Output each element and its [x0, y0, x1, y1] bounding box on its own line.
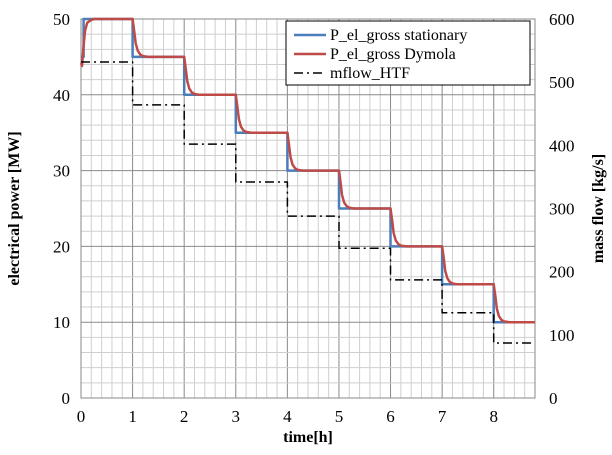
legend-label-stationary: P_el_gross stationary — [330, 27, 467, 44]
y2-axis-title: mass flow [kg/s] — [590, 154, 607, 263]
y2-tick-label: 100 — [549, 326, 575, 345]
y-tick-label: 30 — [53, 162, 70, 181]
x-tick-label: 1 — [128, 407, 137, 426]
legend: P_el_gross stationary P_el_gross Dymola … — [286, 21, 530, 85]
x-tick-label: 2 — [180, 407, 189, 426]
x-tick-label: 6 — [386, 407, 395, 426]
legend-label-dymola: P_el_gross Dymola — [330, 46, 456, 63]
x-tick-label: 7 — [438, 407, 447, 426]
x-axis-title: time[h] — [283, 429, 333, 446]
y2-tick-label: 200 — [549, 263, 575, 282]
y-tick-label: 0 — [62, 389, 71, 408]
legend-label-mflow: mflow_HTF — [330, 65, 410, 82]
y-tick-label: 50 — [53, 10, 70, 29]
y2-tick-label: 0 — [549, 389, 558, 408]
y-tick-label: 10 — [53, 313, 70, 332]
x-tick-label: 0 — [77, 407, 86, 426]
y-tick-label: 40 — [53, 86, 70, 105]
x-tick-label: 4 — [283, 407, 292, 426]
y2-tick-label: 600 — [549, 10, 575, 29]
x-tick-label: 3 — [232, 407, 241, 426]
y-axis-title: electrical power [MW] — [6, 131, 23, 285]
x-tick-label: 5 — [335, 407, 344, 426]
y2-tick-label: 400 — [549, 136, 575, 155]
y-tick-label: 20 — [53, 237, 70, 256]
y2-tick-label: 500 — [549, 73, 575, 92]
y2-tick-label: 300 — [549, 200, 575, 219]
x-tick-label: 8 — [489, 407, 498, 426]
